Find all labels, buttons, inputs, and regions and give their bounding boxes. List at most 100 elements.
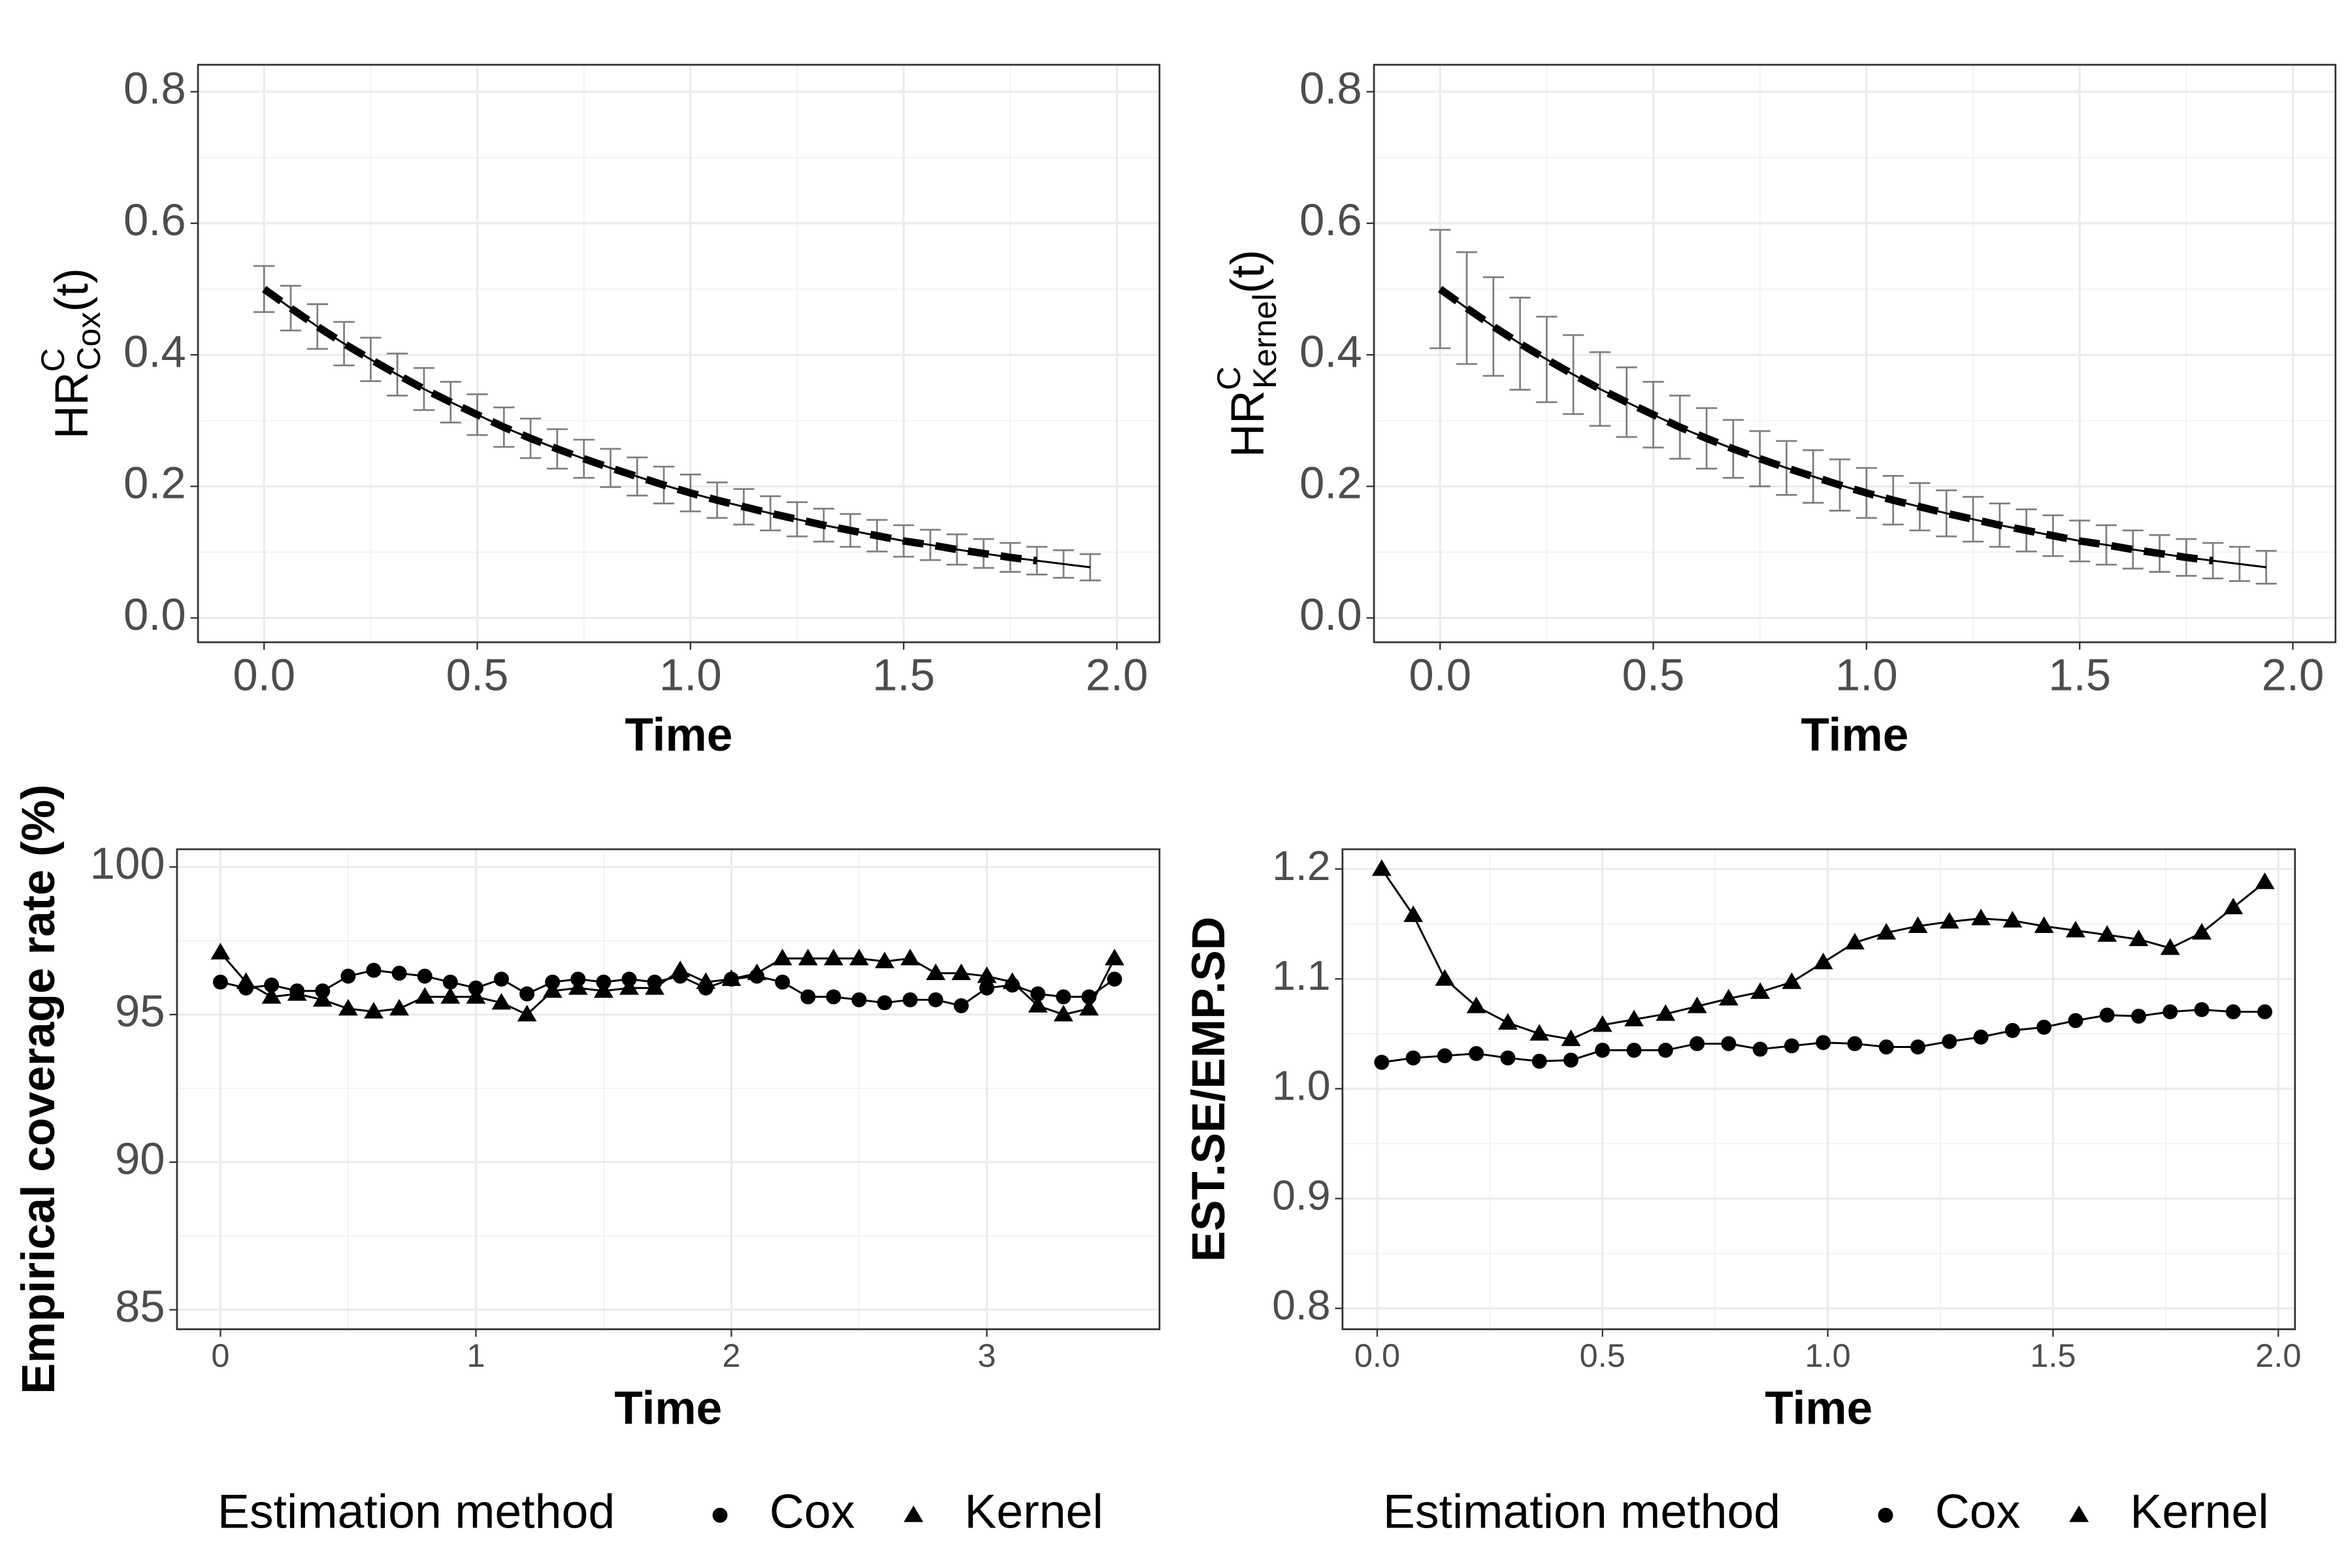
estimate-line — [1437, 286, 2213, 564]
point — [2163, 1004, 2178, 1020]
point — [593, 981, 613, 998]
point — [2160, 938, 2180, 955]
point — [2131, 1008, 2146, 1024]
x-axis-title: Time — [1765, 1383, 1872, 1435]
point — [1107, 972, 1122, 987]
point — [851, 992, 867, 1007]
point — [568, 978, 588, 995]
legend-item: Cox — [1878, 1484, 2020, 1539]
estimate-line — [261, 286, 1037, 564]
x-tick-label: 0.0 — [1354, 1337, 1400, 1374]
error-bar — [1429, 229, 1451, 350]
point — [2255, 872, 2275, 889]
point — [1971, 908, 1991, 926]
y-tick-label: 85 — [115, 1281, 165, 1331]
point — [902, 992, 918, 1007]
y-tick-label: 90 — [115, 1134, 165, 1184]
x-tick-label: 0.0 — [233, 649, 295, 700]
y-tick-label: 0.9 — [1272, 1171, 1330, 1218]
point — [747, 963, 767, 981]
x-tick-label: 2.0 — [2255, 1337, 2301, 1374]
point — [2036, 1019, 2052, 1035]
point — [1813, 953, 1833, 970]
y-tick-label: 0.2 — [123, 458, 186, 508]
point — [721, 969, 742, 987]
point — [1939, 911, 1959, 929]
point — [1784, 1038, 1799, 1054]
legend-swatch — [2069, 1505, 2089, 1522]
point — [977, 966, 997, 983]
point — [1910, 1039, 1926, 1054]
point — [338, 998, 358, 1016]
point — [2004, 1022, 2020, 1038]
y-tick-label: 0.8 — [1299, 63, 1362, 114]
point — [1374, 1054, 1390, 1070]
y-axis-title-sub: Cox — [70, 312, 107, 370]
point — [1469, 1046, 1484, 1062]
y-axis-title: EST.SE/EMP.SD — [1183, 917, 1235, 1262]
point — [800, 989, 816, 1005]
x-tick-label: 0.0 — [1409, 649, 1471, 700]
y-tick-label: 1.0 — [1272, 1062, 1330, 1109]
point — [287, 984, 307, 1001]
point — [1531, 1053, 1547, 1069]
panel — [176, 849, 1160, 1330]
point — [1942, 1034, 1957, 1049]
legend-label: Kernel — [2130, 1484, 2268, 1539]
y-axis-title-sub: Kernel — [1246, 293, 1283, 389]
point — [1750, 982, 1771, 999]
point — [645, 978, 665, 995]
point — [798, 949, 818, 966]
point — [1845, 932, 1865, 950]
point — [2097, 925, 2117, 942]
point — [1626, 1043, 1642, 1058]
x-tick-label: 1.0 — [1805, 1337, 1850, 1374]
point — [364, 1002, 384, 1019]
x-tick-label: 1 — [466, 1337, 485, 1374]
point — [900, 949, 921, 966]
y-axis-title: HRCKernel(t) — [1210, 250, 1283, 457]
y-tick-label: 100 — [90, 838, 165, 889]
point — [951, 963, 972, 981]
point — [1030, 986, 1046, 1002]
point — [1690, 1036, 1705, 1051]
y-axis-title-suffix: (t) — [46, 268, 98, 312]
legend-item: Cox — [712, 1484, 855, 1539]
point — [264, 977, 280, 993]
point — [210, 943, 231, 960]
y-tick-label: 0.0 — [1299, 589, 1362, 640]
x-axis-title: Time — [614, 1383, 722, 1435]
x-tick-label: 2.0 — [1086, 649, 1149, 700]
point — [440, 987, 461, 1004]
point — [1105, 949, 1124, 966]
point — [1529, 1024, 1550, 1041]
point — [1405, 1050, 1421, 1066]
legend-title: Estimation method — [1383, 1484, 1780, 1539]
y-tick-label: 0.4 — [123, 326, 186, 376]
point — [670, 960, 691, 977]
legend-swatch — [712, 1507, 728, 1523]
legend-swatch — [1878, 1507, 1893, 1523]
point — [1752, 1041, 1768, 1057]
y-tick-label: 0.6 — [1299, 195, 1362, 245]
legend-item: Kernel — [904, 1484, 1103, 1539]
y-axis-title-base: HR — [1222, 390, 1274, 457]
x-tick-label: 2.0 — [2262, 649, 2325, 700]
x-tick-label: 3 — [977, 1337, 996, 1374]
point — [519, 986, 535, 1002]
point — [1782, 972, 1802, 989]
point — [926, 963, 946, 981]
point — [391, 966, 407, 981]
y-axis-title: HRCCox(t) — [34, 268, 107, 439]
point — [1053, 1004, 1073, 1022]
point — [1908, 916, 1928, 934]
point — [1371, 859, 1392, 876]
point — [366, 962, 382, 978]
point — [212, 974, 228, 990]
panel-border — [197, 63, 1161, 644]
y-tick-label: 0.8 — [123, 63, 186, 114]
y-tick-label: 0.0 — [123, 589, 186, 640]
y-axis-title-suffix: (t) — [1222, 250, 1274, 293]
point — [826, 989, 841, 1005]
